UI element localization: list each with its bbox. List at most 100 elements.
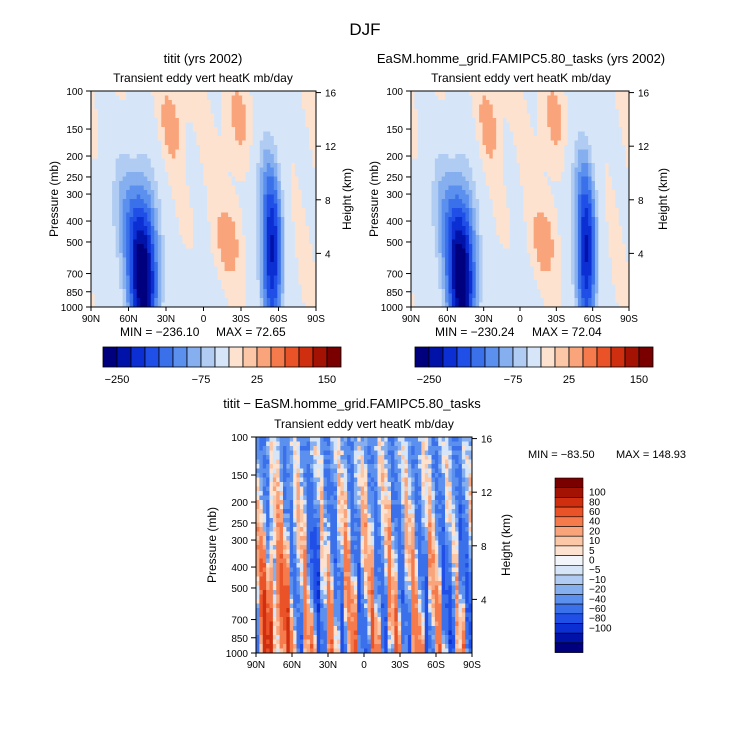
contour-cell — [108, 280, 113, 286]
contour-cell — [196, 109, 201, 115]
contour-cell — [301, 239, 307, 245]
contour-cell — [171, 176, 176, 182]
contour-cell — [458, 100, 463, 106]
contour-cell — [520, 167, 525, 173]
contour-cell — [438, 154, 443, 160]
contour-cell — [207, 122, 212, 128]
contour-cell — [214, 149, 219, 155]
contour-cell — [171, 109, 176, 115]
contour-cell — [601, 212, 606, 218]
contour-cell — [256, 302, 261, 307]
contour-cell — [424, 194, 429, 200]
contour-cell — [189, 289, 194, 295]
contour-cell — [185, 136, 191, 142]
contour-cell — [140, 212, 145, 218]
contour-cell — [217, 154, 222, 160]
contour-cell — [567, 122, 572, 128]
contour-cell — [543, 208, 548, 214]
contour-cell — [259, 266, 264, 272]
contour-cell — [270, 149, 275, 155]
contour-cell — [136, 208, 141, 214]
contour-cell — [182, 131, 187, 137]
contour-cell — [143, 163, 148, 169]
contour-cell — [140, 185, 145, 191]
contour-cell — [133, 244, 138, 250]
contour-cell — [115, 199, 120, 205]
contour-cell — [273, 208, 278, 214]
contour-cell — [485, 145, 490, 151]
contour-cell — [126, 199, 131, 205]
contour-cell — [496, 176, 501, 182]
contour-cell — [506, 109, 511, 115]
contour-cell — [591, 100, 596, 106]
contour-cell — [564, 136, 569, 142]
contour-cell — [108, 284, 113, 290]
contour-cell — [414, 212, 419, 218]
contour-cell — [489, 181, 494, 187]
contour-cell — [252, 203, 257, 209]
contour-cell — [196, 248, 201, 254]
contour-cell — [291, 118, 296, 124]
contour-cell — [98, 176, 103, 182]
contour-cell — [136, 190, 141, 196]
contour-cell — [421, 185, 426, 191]
contour-cell — [115, 163, 120, 169]
contour-cell — [231, 127, 236, 133]
contour-cell — [178, 167, 184, 173]
contour-cell — [252, 212, 257, 218]
contour-cell — [119, 280, 124, 286]
contour-cell — [277, 140, 282, 146]
contour-cell — [475, 100, 480, 106]
contour-cell — [280, 154, 285, 160]
contour-cell — [270, 271, 275, 277]
contour-cell — [112, 181, 117, 187]
contour-cell — [266, 302, 271, 307]
contour-cell — [122, 140, 127, 146]
contour-cell — [91, 248, 96, 254]
contour-cell — [171, 172, 176, 178]
contour-cell — [235, 266, 240, 272]
contour-cell — [147, 158, 152, 164]
contour-cell — [140, 95, 145, 101]
contour-cell — [263, 104, 268, 110]
contour-cell — [615, 167, 620, 173]
contour-cell — [263, 172, 268, 178]
contour-cell — [571, 109, 576, 115]
contour-cell — [140, 298, 145, 304]
contour-cell — [428, 136, 433, 142]
contour-cell — [468, 212, 473, 218]
contour-cell — [492, 176, 497, 182]
contour-cell — [207, 226, 212, 232]
contour-cell — [252, 230, 257, 236]
contour-cell — [475, 140, 480, 146]
contour-cell — [112, 131, 117, 137]
contour-cell — [175, 208, 180, 214]
contour-cell — [112, 122, 117, 128]
contour-cell — [445, 199, 450, 205]
contour-cell — [465, 212, 470, 218]
contour-cell — [238, 271, 243, 277]
contour-cell — [140, 289, 145, 295]
contour-cell — [414, 140, 419, 146]
contour-cell — [458, 95, 463, 101]
contour-cell — [482, 91, 487, 97]
contour-cell — [560, 100, 565, 106]
contour-cell — [150, 302, 155, 307]
contour-cell — [129, 289, 134, 295]
contour-cell — [136, 176, 141, 182]
contour-cell — [273, 226, 278, 232]
contour-cell — [115, 194, 120, 200]
contour-cell — [210, 181, 215, 187]
contour-cell — [91, 244, 96, 250]
contour-cell — [228, 176, 233, 182]
contour-cell — [122, 203, 127, 209]
contour-cell — [91, 149, 96, 155]
contour-cell — [533, 190, 538, 196]
contour-cell — [287, 167, 292, 173]
contour-cell — [217, 185, 222, 191]
contour-cell — [259, 212, 264, 218]
contour-cell — [598, 100, 603, 106]
contour-cell — [458, 208, 463, 214]
contour-cell — [489, 203, 494, 209]
contour-cell — [129, 208, 134, 214]
